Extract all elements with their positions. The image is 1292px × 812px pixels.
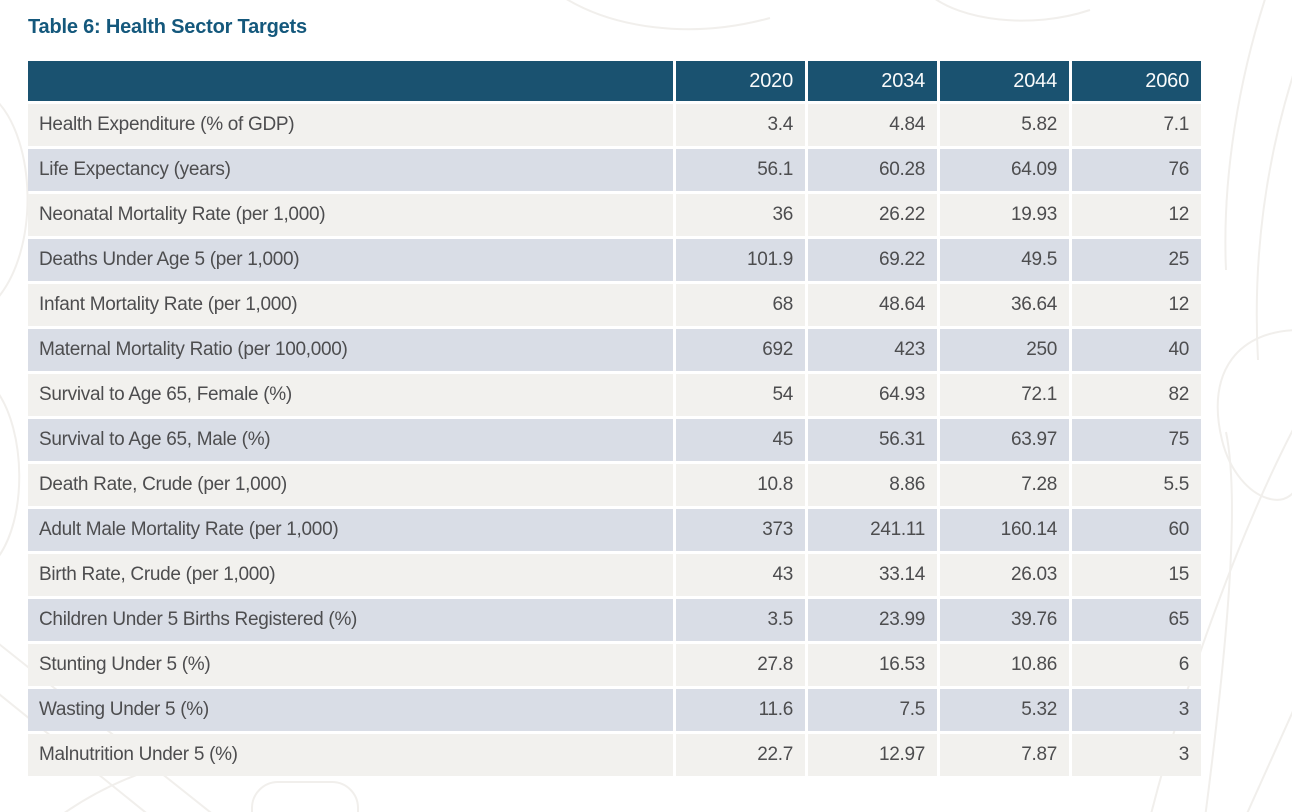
row-label: Survival to Age 65, Male (%)	[28, 419, 673, 461]
value-cell: 26.03	[940, 554, 1069, 596]
value-cell: 60	[1072, 509, 1201, 551]
value-cell: 241.11	[808, 509, 937, 551]
value-cell: 373	[676, 509, 805, 551]
header-year-2020: 2020	[676, 61, 805, 101]
table-title: Table 6: Health Sector Targets	[28, 16, 307, 38]
value-cell: 4.84	[808, 104, 937, 146]
value-cell: 33.14	[808, 554, 937, 596]
value-cell: 56.31	[808, 419, 937, 461]
value-cell: 7.1	[1072, 104, 1201, 146]
table-row: Birth Rate, Crude (per 1,000) 43 33.14 26.0…	[28, 554, 1201, 596]
table-row: Infant Mortality Rate (per 1,000) 68 48.64…	[28, 284, 1201, 326]
row-label: Malnutrition Under 5 (%)	[28, 734, 673, 776]
value-cell: 45	[676, 419, 805, 461]
value-cell: 16.53	[808, 644, 937, 686]
value-cell: 27.8	[676, 644, 805, 686]
row-label: Maternal Mortality Ratio (per 100,000)	[28, 329, 673, 371]
table-row: Malnutrition Under 5 (%) 22.7 12.97 7.87 3	[28, 734, 1201, 776]
value-cell: 64.93	[808, 374, 937, 416]
value-cell: 23.99	[808, 599, 937, 641]
value-cell: 65	[1072, 599, 1201, 641]
value-cell: 5.32	[940, 689, 1069, 731]
value-cell: 40	[1072, 329, 1201, 371]
value-cell: 25	[1072, 239, 1201, 281]
value-cell: 36	[676, 194, 805, 236]
value-cell: 3	[1072, 734, 1201, 776]
header-year-2060: 2060	[1072, 61, 1201, 101]
value-cell: 43	[676, 554, 805, 596]
value-cell: 3	[1072, 689, 1201, 731]
value-cell: 22.7	[676, 734, 805, 776]
value-cell: 76	[1072, 149, 1201, 191]
header-year-2044: 2044	[940, 61, 1069, 101]
header-indicator-cell	[28, 61, 673, 101]
value-cell: 11.6	[676, 689, 805, 731]
value-cell: 56.1	[676, 149, 805, 191]
value-cell: 6	[1072, 644, 1201, 686]
value-cell: 69.22	[808, 239, 937, 281]
value-cell: 48.64	[808, 284, 937, 326]
row-label: Death Rate, Crude (per 1,000)	[28, 464, 673, 506]
row-label: Adult Male Mortality Rate (per 1,000)	[28, 509, 673, 551]
value-cell: 60.28	[808, 149, 937, 191]
value-cell: 12	[1072, 194, 1201, 236]
value-cell: 7.87	[940, 734, 1069, 776]
table-header-row: 2020 2034 2044 2060	[28, 61, 1201, 101]
header-year-2034: 2034	[808, 61, 937, 101]
value-cell: 12.97	[808, 734, 937, 776]
value-cell: 75	[1072, 419, 1201, 461]
value-cell: 3.4	[676, 104, 805, 146]
row-label: Life Expectancy (years)	[28, 149, 673, 191]
value-cell: 54	[676, 374, 805, 416]
value-cell: 12	[1072, 284, 1201, 326]
table-row: Stunting Under 5 (%) 27.8 16.53 10.86 6	[28, 644, 1201, 686]
row-label: Stunting Under 5 (%)	[28, 644, 673, 686]
table-row: Neonatal Mortality Rate (per 1,000) 36 26.…	[28, 194, 1201, 236]
table-row: Wasting Under 5 (%) 11.6 7.5 5.32 3	[28, 689, 1201, 731]
value-cell: 26.22	[808, 194, 937, 236]
table-row: Life Expectancy (years) 56.1 60.28 64.09 76	[28, 149, 1201, 191]
row-label: Infant Mortality Rate (per 1,000)	[28, 284, 673, 326]
value-cell: 423	[808, 329, 937, 371]
table-row: Death Rate, Crude (per 1,000) 10.8 8.86 7.2…	[28, 464, 1201, 506]
row-label: Deaths Under Age 5 (per 1,000)	[28, 239, 673, 281]
value-cell: 19.93	[940, 194, 1069, 236]
table-row: Health Expenditure (% of GDP) 3.4 4.84 5.82…	[28, 104, 1201, 146]
health-sector-targets-table: 2020 2034 2044 2060 Health Expenditure (…	[25, 58, 1204, 779]
value-cell: 72.1	[940, 374, 1069, 416]
row-label: Survival to Age 65, Female (%)	[28, 374, 673, 416]
table-row: Maternal Mortality Ratio (per 100,000) 69…	[28, 329, 1201, 371]
value-cell: 7.28	[940, 464, 1069, 506]
value-cell: 5.82	[940, 104, 1069, 146]
value-cell: 64.09	[940, 149, 1069, 191]
value-cell: 250	[940, 329, 1069, 371]
table-row: Adult Male Mortality Rate (per 1,000) 373…	[28, 509, 1201, 551]
value-cell: 160.14	[940, 509, 1069, 551]
row-label: Birth Rate, Crude (per 1,000)	[28, 554, 673, 596]
value-cell: 49.5	[940, 239, 1069, 281]
value-cell: 15	[1072, 554, 1201, 596]
value-cell: 8.86	[808, 464, 937, 506]
table-row: Survival to Age 65, Female (%) 54 64.93 72.…	[28, 374, 1201, 416]
table-row: Survival to Age 65, Male (%) 45 56.31 63.97…	[28, 419, 1201, 461]
value-cell: 7.5	[808, 689, 937, 731]
value-cell: 10.8	[676, 464, 805, 506]
value-cell: 10.86	[940, 644, 1069, 686]
value-cell: 39.76	[940, 599, 1069, 641]
value-cell: 82	[1072, 374, 1201, 416]
value-cell: 3.5	[676, 599, 805, 641]
table-row: Children Under 5 Births Registered (%) 3.…	[28, 599, 1201, 641]
value-cell: 101.9	[676, 239, 805, 281]
value-cell: 5.5	[1072, 464, 1201, 506]
table-row: Deaths Under Age 5 (per 1,000) 101.9 69.22…	[28, 239, 1201, 281]
row-label: Children Under 5 Births Registered (%)	[28, 599, 673, 641]
value-cell: 68	[676, 284, 805, 326]
value-cell: 36.64	[940, 284, 1069, 326]
row-label: Wasting Under 5 (%)	[28, 689, 673, 731]
row-label: Health Expenditure (% of GDP)	[28, 104, 673, 146]
value-cell: 63.97	[940, 419, 1069, 461]
row-label: Neonatal Mortality Rate (per 1,000)	[28, 194, 673, 236]
value-cell: 692	[676, 329, 805, 371]
